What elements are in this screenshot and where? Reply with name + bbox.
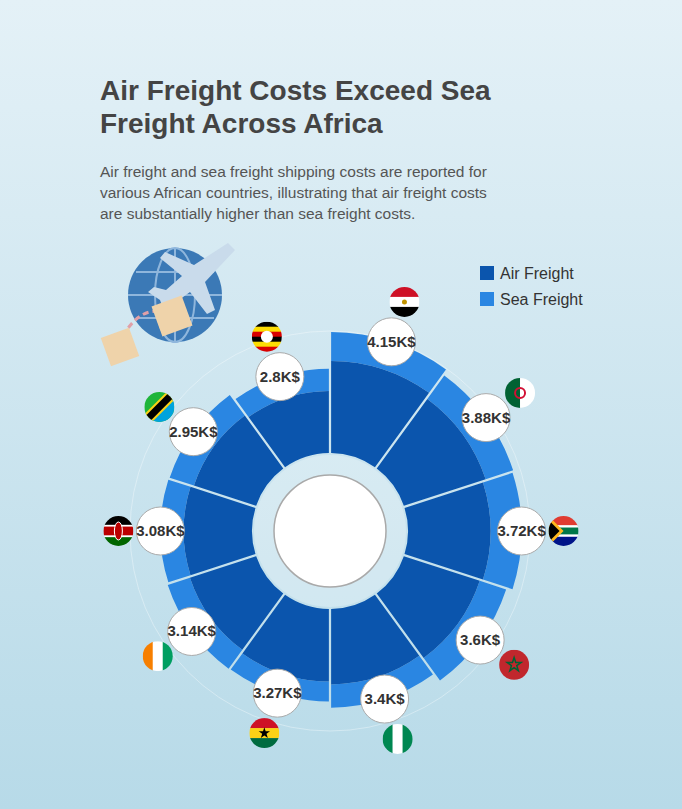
flag-body — [383, 724, 413, 754]
data-label: 2.8K$ — [260, 368, 301, 385]
flag-stripe — [252, 347, 282, 352]
flag-stripe — [499, 650, 529, 680]
flag — [499, 650, 529, 680]
flag-stripe — [252, 322, 282, 327]
illustration — [101, 243, 235, 366]
legend: Air Freight Sea Freight — [480, 265, 583, 308]
flag-stripe — [249, 718, 279, 728]
data-label: 3.27K$ — [253, 684, 302, 701]
flag — [505, 378, 535, 408]
label-bubble — [361, 675, 409, 723]
flag-body — [143, 641, 173, 671]
flag-stripe — [389, 307, 419, 317]
chart-root: Air Freight Costs Exceed SeaFreight Acro… — [0, 0, 682, 809]
subtitle: Air freight and sea freight shipping cos… — [100, 163, 487, 222]
title: Air Freight Costs Exceed SeaFreight Acro… — [100, 75, 491, 139]
flag-body — [549, 516, 579, 546]
legend-label: Air Freight — [500, 265, 574, 282]
flag-stripe — [249, 738, 279, 748]
flag — [143, 641, 173, 671]
flag-body — [144, 392, 174, 422]
flag-stripe — [143, 641, 153, 671]
label-bubble — [169, 408, 217, 456]
data-label: 2.95K$ — [169, 423, 218, 440]
air-freight-bar — [249, 391, 329, 467]
flag-emblem — [261, 331, 273, 343]
flag-stripe — [505, 378, 520, 408]
flag — [389, 287, 419, 317]
background — [0, 0, 682, 809]
plot: 4.15K$ 3.88K$ 3.72K$ 3.6K$ 3.4K$ 3.27K$ 3.14K$… — [103, 287, 578, 754]
flag-stripe — [163, 641, 173, 671]
flag-stripe — [153, 641, 163, 671]
legend-swatch — [480, 266, 494, 280]
flag-body — [505, 378, 535, 408]
flag-emblem — [515, 388, 525, 398]
flag-stripe — [249, 728, 279, 738]
flag-emblem — [549, 516, 564, 546]
flag-stripe — [383, 724, 393, 754]
flag-emblem — [144, 392, 174, 422]
marks — [160, 332, 521, 708]
flag — [249, 718, 279, 748]
flag-emblem — [402, 299, 407, 304]
flag-stripe — [389, 287, 419, 297]
flag-body — [499, 650, 529, 680]
flag — [103, 516, 133, 546]
flag — [252, 322, 282, 352]
labels: 4.15K$ 3.88K$ 3.72K$ 3.6K$ 3.4K$ 3.27K$ 3.14K$… — [103, 287, 578, 754]
data-label: 3.14K$ — [168, 622, 217, 639]
label-bubble — [498, 507, 546, 555]
data-label: 3.08K$ — [136, 522, 185, 539]
flag-emblem — [114, 522, 122, 540]
label-bubble — [136, 507, 184, 555]
flag-body — [249, 718, 279, 748]
data-label: 3.72K$ — [497, 522, 546, 539]
flag-emblem — [144, 392, 174, 422]
label-bubble — [462, 394, 510, 442]
parcel — [151, 295, 192, 336]
label-bubble — [253, 669, 301, 717]
label-bubble — [456, 616, 504, 664]
flag-stripe — [393, 724, 403, 754]
legend-swatch — [480, 292, 494, 306]
flag-stripe — [389, 297, 419, 307]
flag-emblem — [144, 392, 174, 422]
label-bubble — [256, 353, 304, 401]
label-bubble — [367, 318, 415, 366]
flag-stripe — [403, 724, 413, 754]
label-bubble — [168, 607, 216, 655]
air-freight-bar — [331, 595, 419, 685]
flag-body — [389, 287, 419, 317]
flag — [549, 516, 579, 546]
data-label: 3.4K$ — [365, 690, 406, 707]
data-label: 4.15K$ — [367, 333, 416, 350]
legend-label: Sea Freight — [500, 291, 583, 308]
flag-stripe — [144, 392, 174, 422]
flag-body — [103, 516, 133, 546]
flag-emblem — [549, 520, 560, 542]
flag — [383, 724, 413, 754]
flag — [144, 392, 174, 422]
inner-ring — [254, 455, 406, 607]
parcel — [101, 328, 139, 366]
flag-stripe — [520, 378, 535, 408]
radial-axis-limit — [130, 331, 530, 731]
flag-body — [252, 322, 282, 352]
data-label: 3.88K$ — [462, 409, 511, 426]
flag-emblem — [259, 727, 270, 738]
flag-emblem — [507, 657, 521, 670]
center-circle — [274, 475, 386, 587]
data-label: 3.6K$ — [460, 631, 501, 648]
